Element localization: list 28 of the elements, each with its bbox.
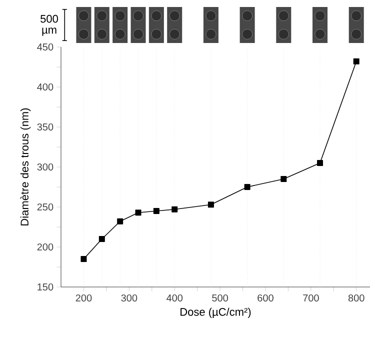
point [98,236,105,242]
x-tick-label: 700 [303,294,319,302]
y-tick-label: 300 [37,163,54,171]
x-tick-label: 600 [258,294,274,302]
point [317,160,324,166]
point [244,184,250,190]
point [172,206,178,212]
x-tick-label: 400 [166,294,183,302]
text: 500 µm [40,14,58,36]
y-tick-label: 250 [37,203,54,211]
point [80,256,87,262]
y-tick-label: 400 [37,83,54,91]
point [153,208,160,214]
x-tick-label: 200 [76,294,92,302]
x-axis-title: Dose (µC/cm²) [180,308,251,318]
point [135,210,142,216]
point [353,58,360,64]
y-axis-title: Diamètre des trous (nm) [20,108,31,226]
point [117,218,124,224]
point [208,202,214,208]
y-tick-label: 350 [37,123,54,131]
x-tick-label: 500 [212,294,228,302]
y-tick-label: 200 [37,243,54,251]
x-tick-label: 300 [121,294,138,302]
y-tick-label: 450 [37,43,54,51]
x-tick-label: 800 [348,294,364,302]
point [280,176,287,182]
y-tick-label: 150 [38,283,54,291]
